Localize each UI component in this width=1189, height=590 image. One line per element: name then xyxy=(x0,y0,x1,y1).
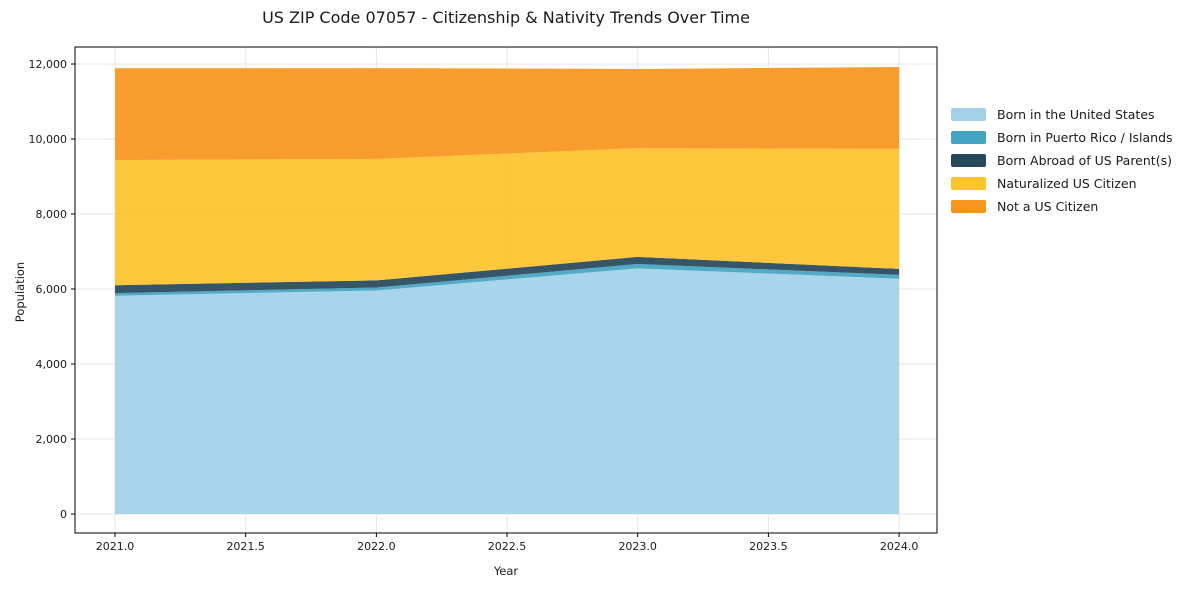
y-tick-label: 8,000 xyxy=(36,208,68,221)
area-born-in-the-united-states xyxy=(115,268,900,514)
plot-border xyxy=(74,46,938,534)
legend-label: Born in the United States xyxy=(997,107,1155,122)
y-tick-label: 0 xyxy=(60,508,67,521)
legend: Born in the United States Born in Puerto … xyxy=(951,103,1173,218)
legend-label: Naturalized US Citizen xyxy=(997,176,1137,191)
y-tick-label: 6,000 xyxy=(36,283,68,296)
legend-label: Not a US Citizen xyxy=(997,199,1099,214)
area-born-abroad-of-us-parent-s xyxy=(115,256,900,294)
legend-label: Born in Puerto Rico / Islands xyxy=(997,130,1173,145)
legend-swatch-icon xyxy=(951,131,986,144)
legend-item-born-in-puerto-rico-islands: Born in Puerto Rico / Islands xyxy=(951,126,1173,149)
x-tick-label: 2023.0 xyxy=(618,540,657,553)
x-tick-label: 2021.5 xyxy=(226,540,265,553)
area-born-in-puerto-rico-islands xyxy=(115,264,900,296)
legend-swatch-icon xyxy=(951,200,986,213)
x-tick-label: 2024.0 xyxy=(880,540,919,553)
x-tick-label: 2021.0 xyxy=(96,540,135,553)
x-tick-label: 2022.5 xyxy=(488,540,527,553)
legend-label: Born Abroad of US Parent(s) xyxy=(997,153,1172,168)
y-axis-label: Population xyxy=(13,261,27,323)
chart-title: US ZIP Code 07057 - Citizenship & Nativi… xyxy=(262,8,750,27)
area-not-a-us-citizen xyxy=(115,67,900,160)
legend-swatch-icon xyxy=(951,108,986,121)
y-tick-label: 4,000 xyxy=(36,358,68,371)
legend-item-born-in-the-united-states: Born in the United States xyxy=(951,103,1173,126)
x-tick-label: 2023.5 xyxy=(749,540,788,553)
legend-swatch-icon xyxy=(951,154,986,167)
legend-swatch-icon xyxy=(951,177,986,190)
legend-item-naturalized-us-citizen: Naturalized US Citizen xyxy=(951,172,1173,195)
y-tick-label: 12,000 xyxy=(29,58,68,71)
y-tick-label: 10,000 xyxy=(29,133,68,146)
area-naturalized-us-citizen xyxy=(115,148,900,286)
legend-item-not-a-us-citizen: Not a US Citizen xyxy=(951,195,1173,218)
x-axis-label: Year xyxy=(493,564,519,578)
legend-item-born-abroad-of-us-parent-s: Born Abroad of US Parent(s) xyxy=(951,149,1173,172)
x-tick-label: 2022.0 xyxy=(357,540,396,553)
y-tick-label: 2,000 xyxy=(36,433,68,446)
